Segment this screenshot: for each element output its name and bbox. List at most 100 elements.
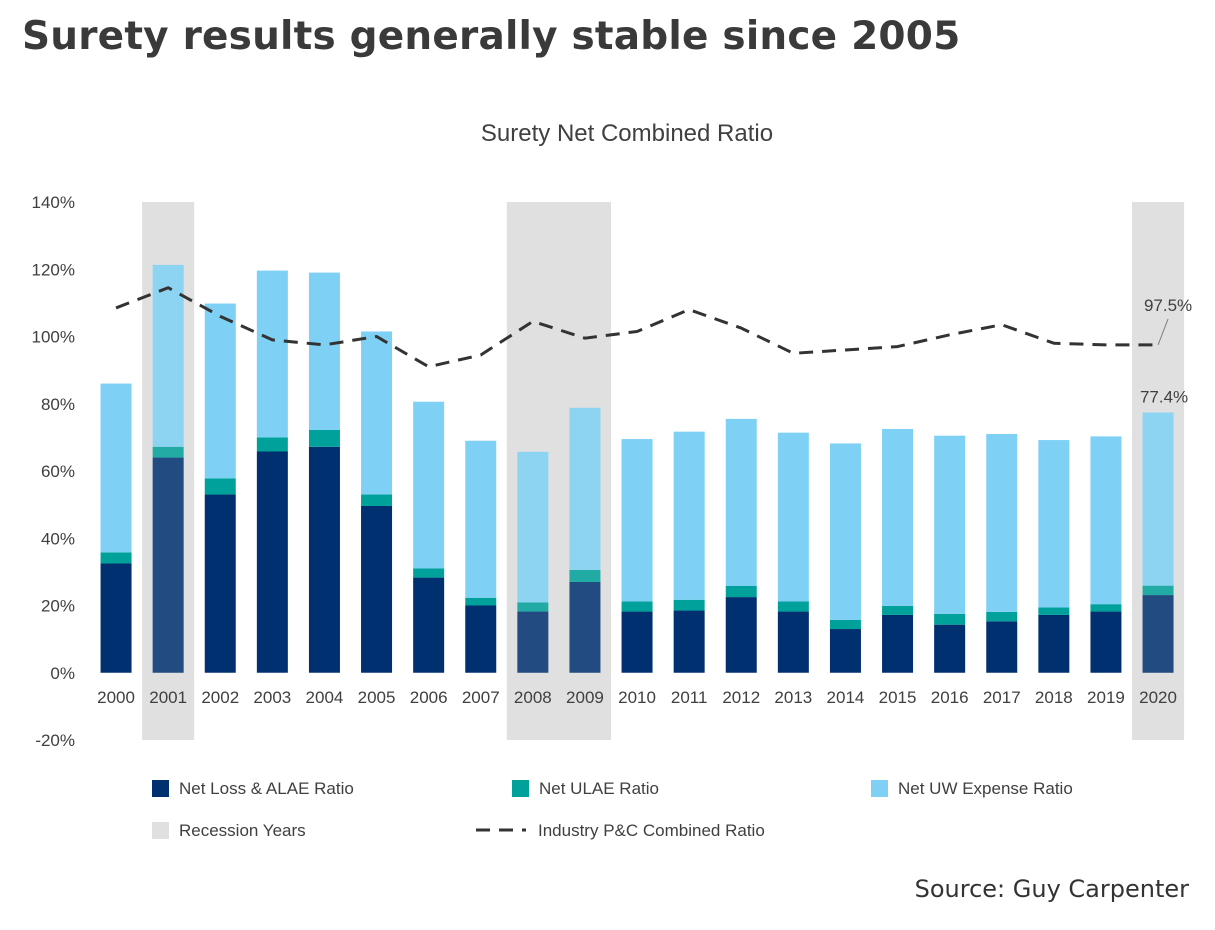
bar-expense-2007 bbox=[465, 440, 497, 598]
bar-series bbox=[100, 264, 1174, 673]
bar-ulae-2018 bbox=[1038, 607, 1070, 615]
bar-expense-2019 bbox=[1090, 436, 1122, 605]
legend-swatch-expense bbox=[871, 780, 888, 797]
bar-ulae-2013 bbox=[777, 601, 809, 612]
bar-loss-2013 bbox=[777, 611, 809, 673]
x-axis-ticks: 2000 2001 2002 2003 2004 2005 2006 2007 2008 2009… bbox=[97, 688, 1177, 707]
x-tick-label: 2001 bbox=[149, 688, 187, 707]
bar-loss-2012 bbox=[725, 597, 757, 673]
legend-label-recession: Recession Years bbox=[179, 821, 306, 840]
y-axis-ticks: -20% 0% 20% 40% 60% 80% 100% 120% 140% bbox=[32, 193, 75, 750]
x-tick-label: 2015 bbox=[879, 688, 917, 707]
industry-line-series bbox=[115, 286, 1159, 369]
bar-loss-2005 bbox=[361, 505, 393, 673]
x-tick-label: 2000 bbox=[97, 688, 135, 707]
bar-ulae-2008 bbox=[517, 602, 549, 612]
x-tick-label: 2004 bbox=[306, 688, 344, 707]
bar-ulae-2004 bbox=[308, 429, 340, 447]
bar-loss-2002 bbox=[204, 494, 236, 673]
data-label-total-2020: 77.4% bbox=[1140, 387, 1188, 406]
bar-expense-2000 bbox=[100, 383, 132, 553]
x-tick-label: 2012 bbox=[722, 688, 760, 707]
legend-label-ulae: Net ULAE Ratio bbox=[539, 779, 659, 798]
bar-expense-2002 bbox=[204, 303, 236, 479]
bar-loss-2000 bbox=[100, 563, 132, 673]
bar-expense-2015 bbox=[882, 428, 914, 606]
source-note: Source: Guy Carpenter bbox=[914, 875, 1189, 903]
bar-loss-2001 bbox=[152, 457, 184, 673]
y-tick-label: 140% bbox=[32, 193, 75, 212]
bar-ulae-2003 bbox=[256, 437, 288, 452]
x-tick-label: 2013 bbox=[774, 688, 812, 707]
bar-loss-2008 bbox=[517, 611, 549, 673]
bar-loss-2018 bbox=[1038, 614, 1070, 673]
bar-loss-2011 bbox=[673, 610, 705, 673]
bar-loss-2006 bbox=[413, 577, 445, 673]
bar-expense-2001 bbox=[152, 264, 184, 447]
y-tick-label: 20% bbox=[41, 597, 75, 616]
data-label-leader-2020 bbox=[1157, 318, 1169, 346]
x-tick-label: 2005 bbox=[358, 688, 396, 707]
y-tick-label: 40% bbox=[41, 529, 75, 548]
legend-label-industry: Industry P&C Combined Ratio bbox=[538, 821, 765, 840]
bar-ulae-2010 bbox=[621, 601, 653, 612]
bar-loss-2015 bbox=[882, 614, 914, 673]
bar-expense-2009 bbox=[569, 407, 601, 570]
x-tick-label: 2002 bbox=[201, 688, 239, 707]
legend-swatch-ulae bbox=[512, 780, 529, 797]
chart-title: Surety Net Combined Ratio bbox=[481, 120, 773, 147]
bar-loss-2017 bbox=[986, 621, 1018, 673]
legend-label-loss: Net Loss & ALAE Ratio bbox=[179, 779, 354, 798]
legend-swatch-recession bbox=[152, 822, 169, 839]
data-label-industry-2020: 97.5% bbox=[1144, 296, 1192, 315]
bar-expense-2016 bbox=[934, 435, 966, 614]
bar-loss-2004 bbox=[308, 446, 340, 673]
y-tick-label: 80% bbox=[41, 395, 75, 414]
x-tick-label: 2016 bbox=[931, 688, 969, 707]
bar-loss-2020 bbox=[1142, 595, 1174, 673]
x-tick-label: 2003 bbox=[253, 688, 291, 707]
bar-expense-2013 bbox=[777, 432, 809, 602]
bar-ulae-2015 bbox=[882, 605, 914, 615]
bar-loss-2019 bbox=[1090, 611, 1122, 673]
bar-ulae-2006 bbox=[413, 568, 445, 578]
x-tick-label: 2020 bbox=[1139, 688, 1177, 707]
y-tick-label: -20% bbox=[35, 731, 75, 750]
x-tick-label: 2019 bbox=[1087, 688, 1125, 707]
bar-expense-2017 bbox=[986, 434, 1018, 612]
bar-expense-2012 bbox=[725, 418, 757, 586]
x-tick-label: 2014 bbox=[827, 688, 865, 707]
x-tick-label: 2010 bbox=[618, 688, 656, 707]
bar-expense-2004 bbox=[308, 272, 340, 430]
bar-ulae-2005 bbox=[361, 494, 393, 506]
bar-expense-2010 bbox=[621, 439, 653, 602]
x-tick-label: 2007 bbox=[462, 688, 500, 707]
x-tick-label: 2009 bbox=[566, 688, 604, 707]
bar-ulae-2014 bbox=[829, 619, 861, 630]
recession-bands bbox=[142, 202, 1185, 740]
y-tick-label: 0% bbox=[50, 664, 75, 683]
legend-label-expense: Net UW Expense Ratio bbox=[898, 779, 1073, 798]
bar-ulae-2002 bbox=[204, 478, 236, 495]
bar-expense-2003 bbox=[256, 270, 288, 438]
bar-ulae-2009 bbox=[569, 569, 601, 582]
bar-ulae-2007 bbox=[465, 597, 497, 606]
legend: Net Loss & ALAE Ratio Net ULAE Ratio Net U… bbox=[152, 779, 1073, 840]
y-tick-label: 120% bbox=[32, 260, 75, 279]
bar-ulae-2017 bbox=[986, 611, 1018, 622]
x-tick-label: 2008 bbox=[514, 688, 552, 707]
bar-ulae-2020 bbox=[1142, 585, 1174, 596]
bar-expense-2008 bbox=[517, 451, 549, 603]
bar-loss-2010 bbox=[621, 611, 653, 673]
bar-ulae-2012 bbox=[725, 585, 757, 598]
bar-expense-2006 bbox=[413, 401, 445, 569]
x-tick-label: 2018 bbox=[1035, 688, 1073, 707]
bar-loss-2009 bbox=[569, 581, 601, 673]
bar-loss-2016 bbox=[934, 624, 966, 673]
bar-expense-2005 bbox=[361, 331, 393, 495]
bar-expense-2014 bbox=[829, 443, 861, 620]
bar-loss-2014 bbox=[829, 629, 861, 673]
bar-expense-2020 bbox=[1142, 412, 1174, 586]
y-tick-label: 100% bbox=[32, 328, 75, 347]
